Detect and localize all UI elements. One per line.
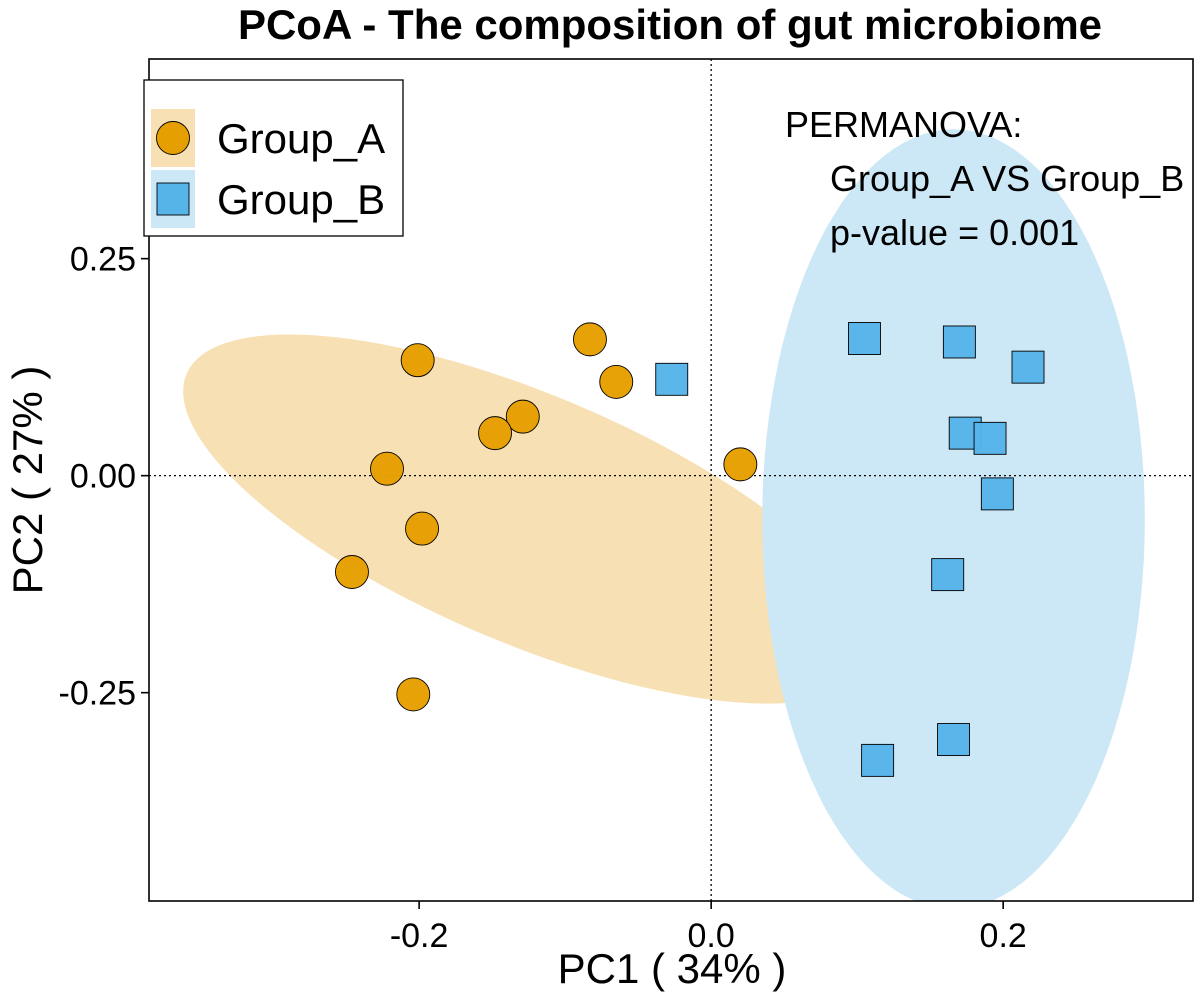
point-group-a [599, 364, 634, 399]
plot-panel-border [148, 58, 1194, 902]
permanova-p-value: p-value = 0.001 [830, 212, 1079, 253]
point-group-a [370, 451, 404, 486]
legend-label-group-a: Group_A [217, 115, 385, 162]
data-points [335, 322, 1045, 777]
y-tick-label: 0.00 [70, 458, 136, 496]
chart-title: PCoA - The composition of gut microbiome [238, 1, 1102, 48]
point-group-b [931, 558, 965, 592]
ellipse-group-a [183, 334, 875, 704]
point-group-a [396, 677, 431, 712]
x-tick-label: 0.0 [688, 917, 735, 955]
point-group-b [655, 362, 689, 396]
point-group-a [405, 511, 439, 546]
point-group-a [573, 322, 607, 357]
legend: Group_A Group_B [143, 79, 404, 237]
point-group-b [973, 421, 1007, 455]
point-group-b [942, 325, 976, 359]
y-tick-label: 0.25 [70, 241, 136, 279]
point-group-b [937, 723, 970, 756]
point-group-a [723, 447, 758, 482]
legend-marker-group-b [156, 182, 190, 216]
point-group-b [861, 743, 895, 777]
permanova-label: PERMANOVA: [785, 104, 1022, 145]
point-group-a [505, 399, 540, 434]
permanova-comparison: Group_A VS Group_B [830, 158, 1184, 199]
axis-ticks: -0.2 0.0 0.2 0.25 0.00 -0.25 [59, 241, 1027, 955]
point-group-b [1011, 350, 1045, 384]
y-tick-label: -0.25 [59, 675, 137, 713]
point-group-a [335, 555, 369, 589]
y-axis-title: PC2 ( 27% ) [4, 366, 51, 595]
point-group-a [400, 343, 435, 378]
point-group-b [848, 322, 881, 355]
x-tick-label: -0.2 [390, 917, 449, 955]
x-axis-title: PC1 ( 34% ) [558, 945, 787, 992]
x-tick-label: 0.2 [980, 917, 1027, 955]
legend-label-group-b: Group_B [217, 176, 385, 223]
point-group-b [980, 477, 1014, 511]
legend-marker-group-a [156, 121, 190, 155]
point-group-a [478, 416, 513, 451]
